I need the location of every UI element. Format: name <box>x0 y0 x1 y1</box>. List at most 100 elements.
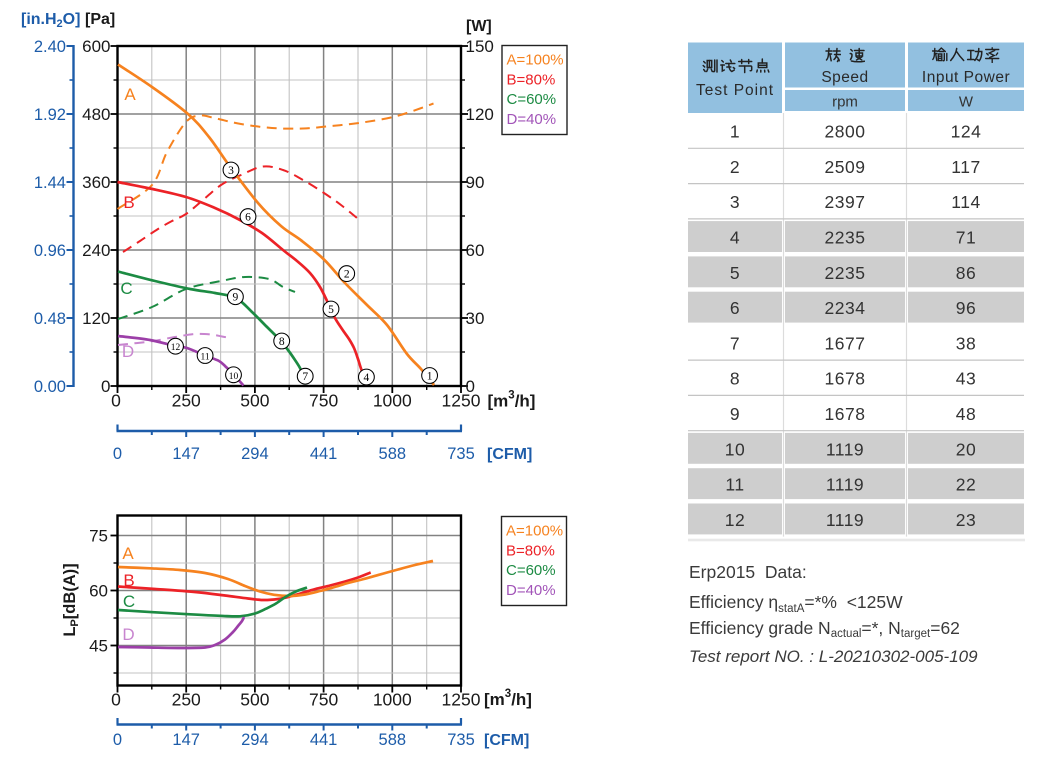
svg-text:A: A <box>122 544 134 563</box>
svg-text:0: 0 <box>101 377 110 396</box>
svg-text:Speed: Speed <box>821 69 868 86</box>
svg-text:2397: 2397 <box>825 192 866 212</box>
svg-text:7: 7 <box>730 333 740 353</box>
svg-text:9: 9 <box>233 292 239 304</box>
svg-text:114: 114 <box>951 192 980 212</box>
svg-text:4: 4 <box>730 228 740 248</box>
svg-text:1.92: 1.92 <box>34 106 66 124</box>
svg-text:D=40%: D=40% <box>506 582 556 599</box>
svg-text:0.48: 0.48 <box>34 310 66 328</box>
svg-text:D=40%: D=40% <box>507 111 557 128</box>
svg-text:60: 60 <box>466 241 485 260</box>
svg-text:[in.H2O]: [in.H2O] <box>21 11 80 30</box>
svg-text:294: 294 <box>241 445 269 463</box>
svg-text:500: 500 <box>240 391 269 411</box>
svg-text:10: 10 <box>229 372 239 382</box>
svg-text:B=80%: B=80% <box>506 542 555 559</box>
svg-text:2800: 2800 <box>825 122 866 142</box>
svg-text:588: 588 <box>379 731 407 749</box>
svg-text:A: A <box>124 85 136 104</box>
svg-text:360: 360 <box>82 173 110 192</box>
svg-text:1678: 1678 <box>825 404 866 424</box>
svg-text:60: 60 <box>89 582 108 601</box>
svg-text:1: 1 <box>427 371 433 383</box>
svg-text:0: 0 <box>466 377 475 396</box>
svg-text:A=100%: A=100% <box>507 52 564 69</box>
svg-text:11: 11 <box>201 353 210 363</box>
svg-text:2.40: 2.40 <box>34 38 66 56</box>
svg-text:1119: 1119 <box>826 475 864 495</box>
svg-text:735: 735 <box>447 731 475 749</box>
svg-text:Test report NO. : L-20210302-0: Test report NO. : L-20210302-005-109 <box>689 647 978 666</box>
svg-text:12: 12 <box>725 510 745 530</box>
svg-text:11: 11 <box>725 475 744 495</box>
svg-text:C=60%: C=60% <box>507 91 557 108</box>
svg-text:43: 43 <box>956 369 976 389</box>
svg-text:147: 147 <box>172 731 200 749</box>
svg-text:W: W <box>959 94 974 111</box>
svg-text:5: 5 <box>328 304 334 316</box>
svg-text:[Pa]: [Pa] <box>85 11 115 28</box>
svg-text:8: 8 <box>730 369 740 389</box>
svg-text:250: 250 <box>172 690 201 710</box>
svg-text:10: 10 <box>725 439 745 459</box>
svg-text:1250: 1250 <box>442 690 481 710</box>
svg-text:117: 117 <box>951 157 980 177</box>
svg-text:2: 2 <box>344 269 350 281</box>
svg-text:rpm: rpm <box>832 94 858 111</box>
svg-text:588: 588 <box>379 445 407 463</box>
svg-text:3: 3 <box>730 192 740 212</box>
svg-text:B: B <box>123 193 134 212</box>
svg-text:30: 30 <box>466 309 485 328</box>
svg-text:38: 38 <box>956 333 976 353</box>
svg-text:3: 3 <box>228 165 234 177</box>
svg-text:71: 71 <box>956 228 976 248</box>
svg-text:86: 86 <box>956 263 976 283</box>
svg-text:250: 250 <box>172 391 201 411</box>
svg-text:2: 2 <box>730 157 740 177</box>
svg-text:0: 0 <box>113 731 122 749</box>
svg-text:2509: 2509 <box>825 157 866 177</box>
svg-text:20: 20 <box>956 439 976 459</box>
svg-text:1119: 1119 <box>826 439 864 459</box>
svg-text:5: 5 <box>730 263 740 283</box>
svg-text:22: 22 <box>956 475 976 495</box>
svg-text:C: C <box>123 592 135 611</box>
svg-text:441: 441 <box>310 731 338 749</box>
svg-text:96: 96 <box>956 298 976 318</box>
svg-text:240: 240 <box>82 241 110 260</box>
svg-text:1119: 1119 <box>826 510 864 530</box>
svg-text:D: D <box>122 342 134 361</box>
svg-text:90: 90 <box>466 173 485 192</box>
svg-text:0.96: 0.96 <box>34 242 66 260</box>
svg-text:B: B <box>123 571 134 590</box>
svg-text:7: 7 <box>302 371 308 383</box>
svg-text:750: 750 <box>309 690 338 710</box>
svg-text:1: 1 <box>730 122 740 142</box>
svg-text:[CFM]: [CFM] <box>484 732 529 749</box>
svg-text:9: 9 <box>730 404 740 424</box>
svg-text:6: 6 <box>730 298 740 318</box>
svg-text:1.44: 1.44 <box>34 174 66 192</box>
svg-text:150: 150 <box>466 37 494 56</box>
svg-text:Input Power: Input Power <box>922 69 1010 86</box>
svg-text:[m3/h]: [m3/h] <box>488 390 536 411</box>
svg-text:45: 45 <box>89 637 108 656</box>
svg-text:2235: 2235 <box>825 263 866 283</box>
svg-text:Efficiency ηstatA=*% <125W: Efficiency ηstatA=*% <125W <box>689 592 903 615</box>
svg-text:23: 23 <box>956 510 976 530</box>
svg-text:441: 441 <box>310 445 338 463</box>
svg-text:D: D <box>122 625 134 644</box>
svg-text:8: 8 <box>279 336 285 348</box>
svg-text:480: 480 <box>82 105 110 124</box>
svg-text:500: 500 <box>240 690 269 710</box>
svg-text:294: 294 <box>241 731 269 749</box>
svg-text:4: 4 <box>364 372 370 384</box>
svg-text:124: 124 <box>951 122 982 142</box>
svg-text:120: 120 <box>466 105 494 124</box>
svg-text:48: 48 <box>956 404 976 424</box>
svg-text:1250: 1250 <box>442 391 481 411</box>
svg-text:0: 0 <box>113 445 122 463</box>
svg-text:1677: 1677 <box>825 333 866 353</box>
svg-text:750: 750 <box>309 391 338 411</box>
